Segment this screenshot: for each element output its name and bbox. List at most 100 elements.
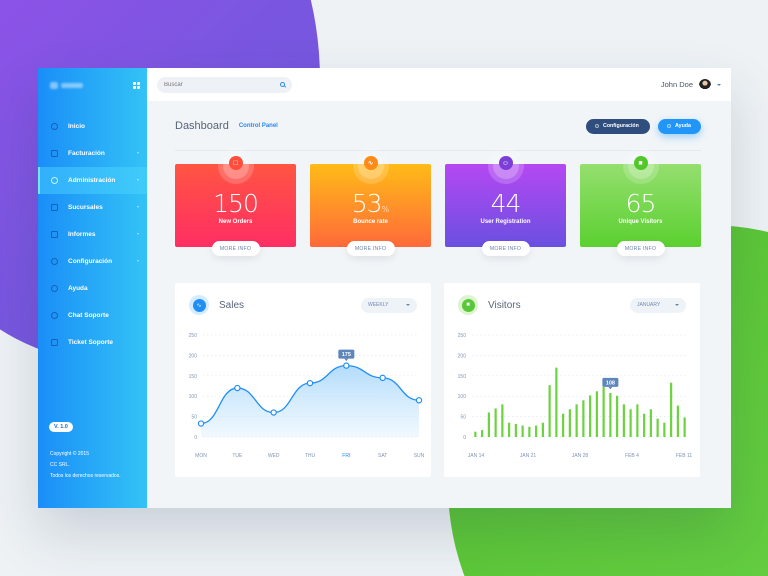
topbar: John Doe bbox=[147, 68, 731, 101]
svg-text:250: 250 bbox=[189, 333, 198, 339]
chevron-down-icon[interactable] bbox=[137, 233, 139, 235]
sidebar-item-administraci-n[interactable]: Administración bbox=[38, 167, 147, 194]
sidebar-item-ayuda[interactable]: Ayuda bbox=[38, 275, 147, 302]
bookmark-icon bbox=[51, 339, 58, 346]
svg-text:WED: WED bbox=[268, 453, 280, 459]
sidebar-item-label: Ticket Soporte bbox=[68, 339, 114, 346]
stat-value: 53% bbox=[351, 189, 390, 218]
lock-icon: □ bbox=[228, 156, 243, 170]
help-button[interactable]: Ayuda bbox=[658, 118, 701, 134]
stat-value: 65 bbox=[625, 189, 657, 218]
svg-text:100: 100 bbox=[189, 394, 198, 400]
configuration-button-label: Configuración bbox=[603, 123, 639, 129]
visitors-chart: 0 50 100 150 200 250 108 JAN 14 JAN 21 JAN 28 FEB … bbox=[458, 333, 693, 459]
sidebar-item-label: Configuración bbox=[68, 258, 113, 265]
svg-text:JAN 14: JAN 14 bbox=[468, 453, 485, 459]
configuration-button[interactable]: Configuración bbox=[586, 118, 650, 134]
logo[interactable] bbox=[50, 81, 83, 89]
search-input[interactable] bbox=[164, 81, 264, 88]
chevron-down-icon[interactable] bbox=[137, 152, 139, 154]
chevron-down-icon bbox=[406, 304, 410, 306]
dropdown-value: JANUARY bbox=[637, 302, 661, 308]
breadcrumb[interactable]: Control Panel bbox=[238, 123, 278, 129]
svg-text:0: 0 bbox=[194, 435, 197, 441]
page-header: Dashboard Control Panel Configuración Ay… bbox=[175, 118, 701, 134]
search-box[interactable] bbox=[157, 76, 292, 93]
svg-text:MON: MON bbox=[195, 453, 207, 459]
help-icon bbox=[667, 124, 671, 128]
company-text: CC SRL. bbox=[50, 462, 70, 468]
svg-text:0: 0 bbox=[463, 435, 466, 441]
more-info-button[interactable]: MORE INFO bbox=[616, 241, 665, 256]
stat-label: New Orders bbox=[218, 219, 253, 225]
svg-text:175: 175 bbox=[342, 352, 351, 358]
stat-label: Bounce rate bbox=[353, 219, 388, 225]
svg-text:FEB 11: FEB 11 bbox=[676, 453, 693, 459]
sales-panel: ∿ Sales WEEKLY 0 50 100 150 200 250 175 MON TUE W… bbox=[175, 283, 431, 477]
more-info-button[interactable]: MORE INFO bbox=[211, 241, 260, 256]
sidebar-item-label: Inicio bbox=[68, 123, 85, 130]
gear-icon bbox=[595, 124, 599, 128]
version-badge: V. 1.0 bbox=[49, 422, 73, 432]
svg-text:150: 150 bbox=[458, 374, 467, 380]
sidebar-item-label: Facturación bbox=[68, 150, 105, 157]
stat-cards: □ 150 New Orders MORE INFO ∿ 53% Bounce … bbox=[175, 148, 701, 256]
sidebar-item-chat-soporte[interactable]: Chat Soporte bbox=[38, 302, 147, 329]
chevron-down-icon bbox=[675, 304, 679, 306]
sidebar-item-facturaci-n[interactable]: Facturación bbox=[38, 140, 147, 167]
svg-text:JAN 21: JAN 21 bbox=[520, 453, 537, 459]
svg-text:FRI: FRI bbox=[342, 453, 350, 459]
sidebar-item-configuraci-n[interactable]: Configuración bbox=[38, 248, 147, 275]
reports-icon bbox=[51, 231, 58, 238]
avatar[interactable] bbox=[699, 78, 711, 91]
copyright-text: Copyright © 2015 bbox=[50, 451, 89, 457]
gear-icon bbox=[51, 258, 58, 265]
stat-card-new-orders: □ 150 New Orders MORE INFO bbox=[175, 148, 296, 256]
help-button-label: Ayuda bbox=[675, 123, 691, 129]
svg-text:108: 108 bbox=[606, 380, 615, 386]
svg-text:JAN 28: JAN 28 bbox=[572, 453, 589, 459]
chevron-down-icon[interactable] bbox=[717, 83, 721, 86]
admin-icon bbox=[51, 177, 58, 184]
svg-text:50: 50 bbox=[191, 415, 197, 421]
sidebar-item-label: Ayuda bbox=[68, 285, 88, 292]
chat-icon bbox=[51, 312, 58, 319]
sidebar-item-ticket-soporte[interactable]: Ticket Soporte bbox=[38, 329, 147, 356]
rights-text: Todos los derechos reservados. bbox=[50, 473, 121, 479]
stat-card-user-registration: ☺ 44 User Registration MORE INFO bbox=[445, 148, 566, 256]
chevron-down-icon[interactable] bbox=[137, 206, 139, 208]
user-name: John Doe bbox=[660, 80, 693, 89]
pulse-icon: ∿ bbox=[363, 156, 378, 170]
page-title: Dashboard bbox=[175, 120, 229, 132]
sidebar-item-label: Informes bbox=[68, 231, 96, 238]
visitors-panel: ■ Visitors JANUARY 0 50 100 150 200 250 108 JAN… bbox=[444, 283, 700, 477]
sidebar-nav: Inicio Facturación Administración Sucursale… bbox=[38, 113, 147, 356]
stat-card-unique-visitors: ■ 65 Unique Visitors MORE INFO bbox=[580, 148, 701, 256]
period-dropdown[interactable]: WEEKLY bbox=[361, 297, 417, 313]
home-icon bbox=[51, 123, 58, 130]
sidebar-item-informes[interactable]: Informes bbox=[38, 221, 147, 248]
visitor-icon: ■ bbox=[633, 156, 648, 170]
sidebar: Inicio Facturación Administración Sucursale… bbox=[38, 68, 147, 508]
stat-value: 44 bbox=[490, 189, 522, 218]
svg-text:200: 200 bbox=[189, 353, 198, 359]
panel-title: Visitors bbox=[488, 299, 521, 311]
sidebar-item-inicio[interactable]: Inicio bbox=[38, 113, 147, 140]
sidebar-footer: Copyright © 2015 CC SRL. Todos los derec… bbox=[50, 449, 121, 482]
month-dropdown[interactable]: JANUARY bbox=[630, 297, 686, 313]
dropdown-value: WEEKLY bbox=[368, 302, 389, 308]
chevron-down-icon[interactable] bbox=[137, 260, 139, 262]
sales-chart: 0 50 100 150 200 250 175 MON TUE WED THU FRI SAT SUN bbox=[189, 333, 425, 459]
user-add-icon: ☺ bbox=[498, 156, 513, 170]
stat-label: User Registration bbox=[480, 219, 531, 225]
more-info-button[interactable]: MORE INFO bbox=[346, 241, 395, 256]
svg-text:50: 50 bbox=[460, 415, 466, 421]
user-menu[interactable]: John Doe bbox=[660, 78, 721, 91]
more-info-button[interactable]: MORE INFO bbox=[481, 241, 530, 256]
svg-text:SUN: SUN bbox=[414, 453, 425, 459]
sidebar-item-label: Chat Soporte bbox=[68, 312, 109, 319]
search-icon[interactable] bbox=[280, 82, 285, 87]
grid-menu-icon[interactable] bbox=[133, 81, 140, 89]
chevron-down-icon[interactable] bbox=[137, 179, 139, 181]
sidebar-item-sucursales[interactable]: Sucursales bbox=[38, 194, 147, 221]
